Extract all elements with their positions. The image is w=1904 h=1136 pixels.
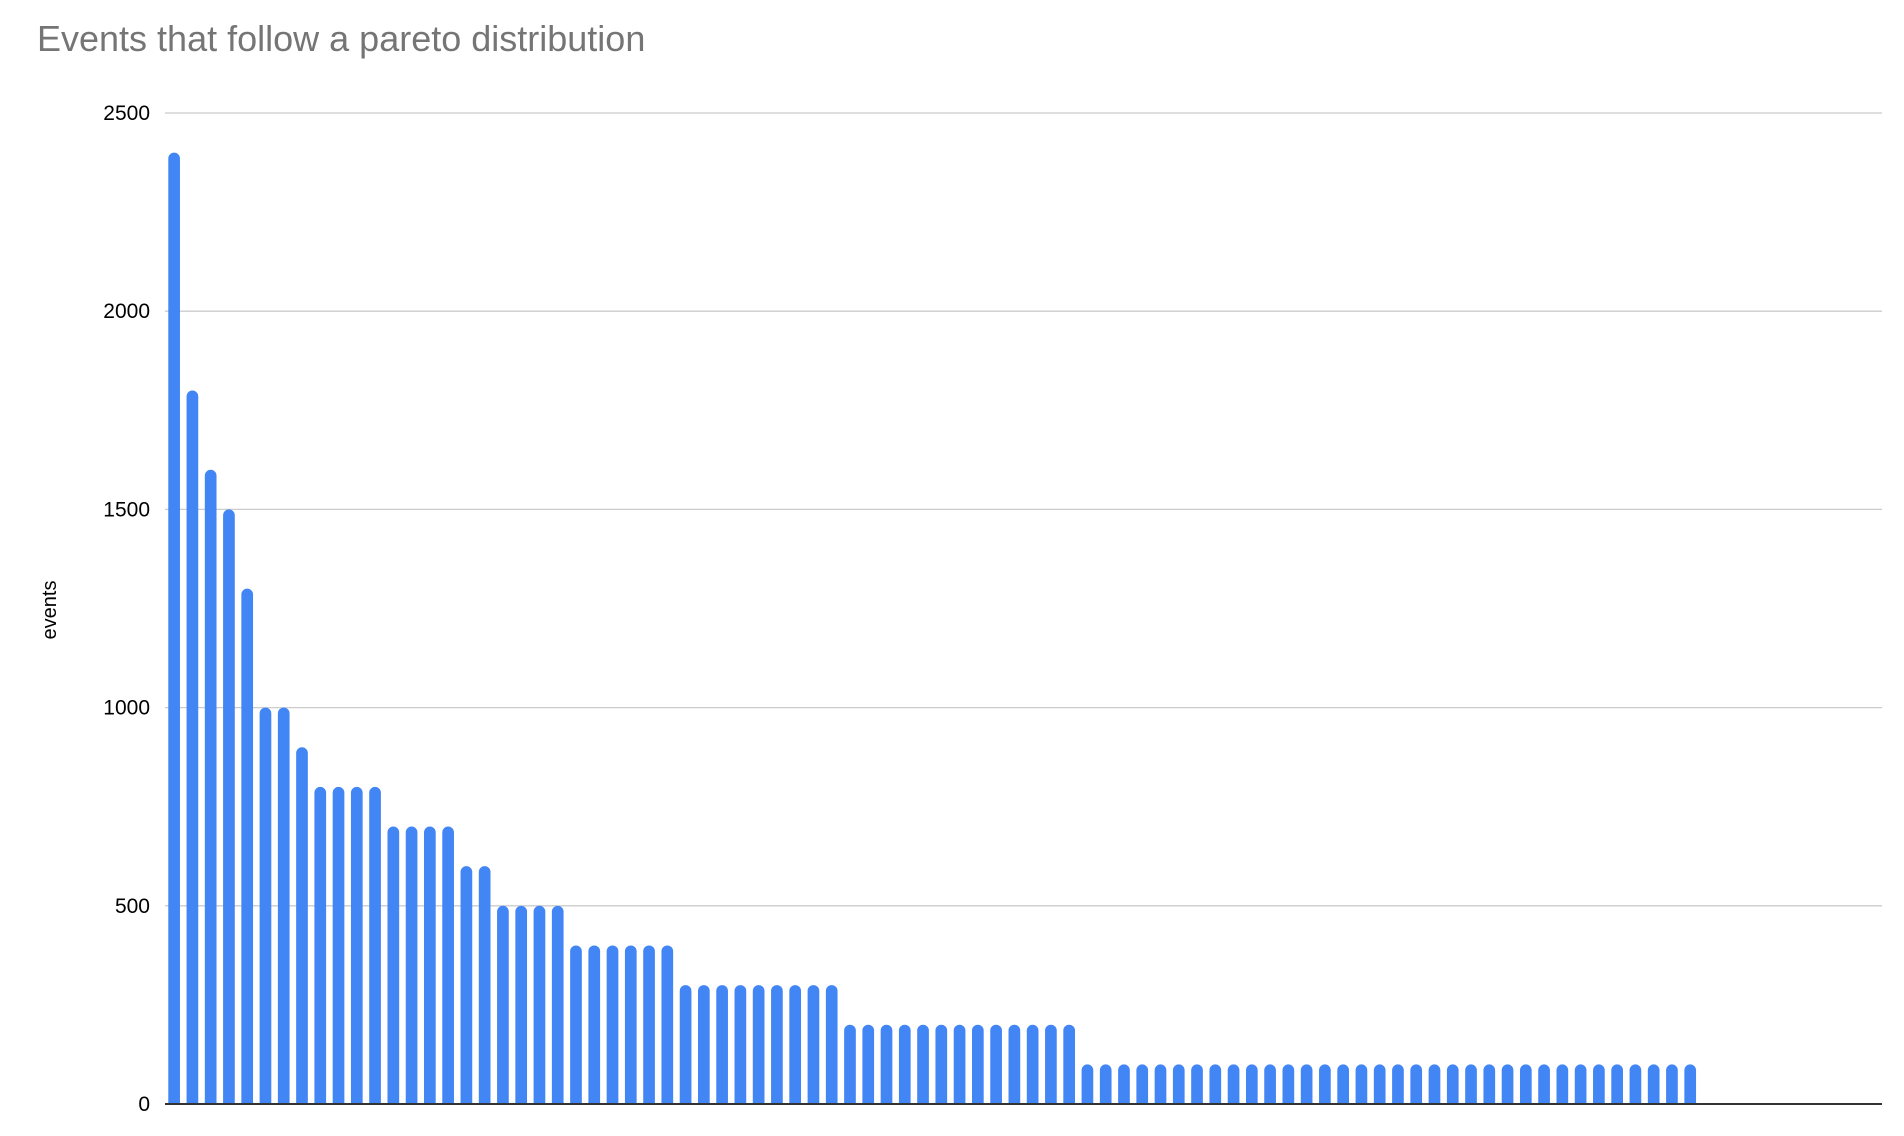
bar bbox=[1428, 1064, 1441, 1104]
bar bbox=[296, 747, 308, 1104]
bar bbox=[606, 945, 619, 1104]
bar bbox=[369, 786, 381, 1104]
bar bbox=[1081, 1064, 1094, 1104]
bar bbox=[1684, 1064, 1697, 1104]
bar bbox=[1245, 1064, 1258, 1104]
bar bbox=[971, 1024, 984, 1104]
bar bbox=[405, 826, 418, 1104]
bar bbox=[241, 588, 254, 1104]
bar bbox=[734, 985, 747, 1104]
bar bbox=[825, 985, 838, 1104]
bar bbox=[259, 707, 272, 1104]
bar bbox=[1191, 1064, 1203, 1104]
y-tick-label: 500 bbox=[115, 895, 150, 918]
bar bbox=[1026, 1024, 1039, 1104]
bar bbox=[1118, 1064, 1130, 1104]
bar bbox=[1574, 1064, 1587, 1104]
bar bbox=[716, 985, 728, 1104]
bar bbox=[789, 985, 802, 1104]
bar bbox=[643, 945, 655, 1104]
chart-title: Events that follow a pareto distribution bbox=[37, 18, 646, 59]
bar bbox=[844, 1024, 856, 1104]
bar bbox=[1282, 1064, 1295, 1104]
bar bbox=[990, 1024, 1002, 1104]
bar bbox=[1538, 1064, 1550, 1104]
bar bbox=[588, 945, 601, 1104]
bar bbox=[807, 985, 820, 1104]
y-tick-label: 1500 bbox=[103, 498, 150, 521]
bar bbox=[679, 985, 692, 1104]
bar bbox=[350, 786, 363, 1104]
bar bbox=[515, 905, 528, 1104]
bar bbox=[1373, 1064, 1386, 1104]
bar bbox=[1063, 1024, 1076, 1104]
bar bbox=[168, 152, 180, 1104]
bar bbox=[1465, 1064, 1477, 1104]
bar bbox=[1337, 1064, 1349, 1104]
bar bbox=[1099, 1064, 1112, 1104]
bar bbox=[953, 1024, 966, 1104]
bar bbox=[387, 826, 400, 1104]
bar bbox=[1593, 1064, 1605, 1104]
bar bbox=[1483, 1064, 1496, 1104]
bar bbox=[771, 985, 783, 1104]
bar bbox=[1647, 1064, 1660, 1104]
bar bbox=[1392, 1064, 1404, 1104]
y-tick-label: 2000 bbox=[103, 300, 150, 323]
bar bbox=[1519, 1064, 1532, 1104]
bar bbox=[1629, 1064, 1642, 1104]
bar bbox=[1666, 1064, 1678, 1104]
bar bbox=[478, 866, 491, 1104]
bar bbox=[917, 1024, 929, 1104]
bar bbox=[1209, 1064, 1222, 1104]
bar bbox=[223, 509, 235, 1104]
bar bbox=[460, 866, 473, 1104]
bar bbox=[442, 826, 454, 1104]
y-axis-label: events bbox=[39, 581, 61, 640]
bar bbox=[1319, 1064, 1331, 1104]
bar bbox=[624, 945, 637, 1104]
bar bbox=[186, 390, 199, 1105]
bar bbox=[1556, 1064, 1569, 1104]
bar bbox=[277, 707, 290, 1104]
bar bbox=[1410, 1064, 1423, 1104]
bar bbox=[1355, 1064, 1368, 1104]
bar bbox=[898, 1024, 911, 1104]
bar bbox=[698, 985, 710, 1104]
y-tick-label: 0 bbox=[138, 1093, 150, 1116]
bar bbox=[533, 905, 546, 1104]
bar bbox=[1154, 1064, 1167, 1104]
bar bbox=[497, 905, 509, 1104]
bar bbox=[752, 985, 765, 1104]
bar bbox=[1300, 1064, 1313, 1104]
bar bbox=[1008, 1024, 1021, 1104]
bar bbox=[661, 945, 674, 1104]
bar bbox=[1227, 1064, 1240, 1104]
bar bbox=[332, 786, 345, 1104]
bar bbox=[1446, 1064, 1459, 1104]
bar bbox=[1611, 1064, 1623, 1104]
bar bbox=[314, 786, 327, 1104]
bar bbox=[880, 1024, 893, 1104]
bar bbox=[1172, 1064, 1185, 1104]
bar bbox=[1045, 1024, 1057, 1104]
bar bbox=[862, 1024, 875, 1104]
bar bbox=[1136, 1064, 1149, 1104]
bar bbox=[204, 469, 217, 1104]
y-tick-label: 1000 bbox=[103, 697, 150, 720]
y-tick-label: 2500 bbox=[103, 102, 150, 125]
bar bbox=[1501, 1064, 1514, 1104]
bar bbox=[1264, 1064, 1276, 1104]
bar bbox=[551, 905, 564, 1104]
bar bbox=[935, 1024, 948, 1104]
bar bbox=[424, 826, 436, 1104]
bar bbox=[570, 945, 582, 1104]
